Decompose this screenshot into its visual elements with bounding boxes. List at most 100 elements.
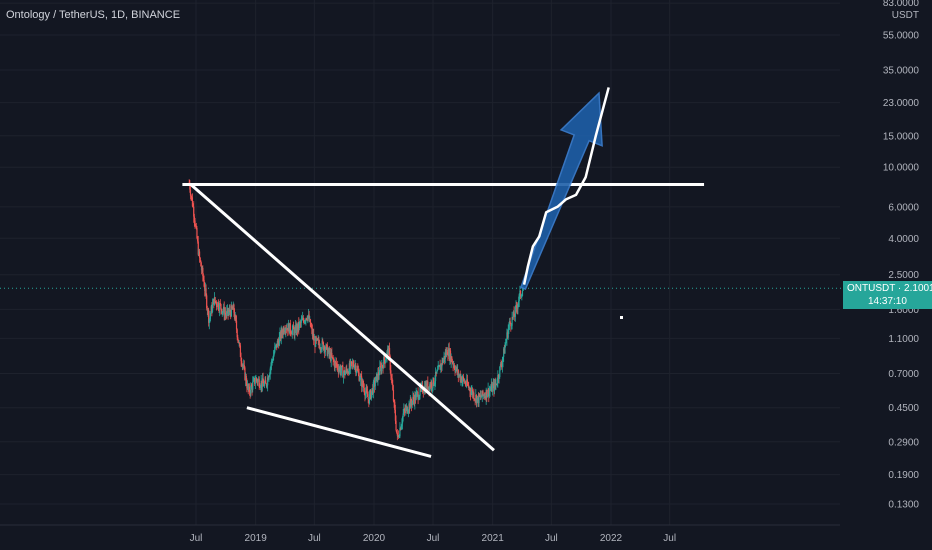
candle-body: [280, 332, 282, 339]
candle-body: [340, 370, 342, 373]
candle-body: [447, 348, 450, 356]
candle-body: [465, 384, 467, 386]
candle-body: [249, 392, 251, 394]
candle-body: [467, 384, 469, 386]
candle-body: [404, 410, 406, 412]
candle-body: [403, 409, 406, 411]
candle-body: [502, 356, 504, 362]
candle-body: [346, 368, 348, 371]
candle-body: [484, 395, 486, 397]
price-tick-label: 0.4500: [888, 403, 919, 414]
candle-body: [211, 303, 214, 312]
candle-body: [366, 389, 368, 393]
candle-body: [277, 341, 279, 342]
candle-body: [384, 360, 386, 363]
candle-body: [456, 367, 458, 373]
candle-body: [443, 356, 445, 360]
candle-body: [334, 361, 336, 368]
time-tick-label: Jul: [190, 533, 203, 544]
candle-body: [453, 365, 456, 369]
candle-body: [319, 348, 321, 350]
candle-body: [390, 370, 392, 376]
candle-body: [397, 435, 399, 437]
candle-body: [471, 389, 474, 396]
candle-body: [318, 344, 321, 349]
time-tick-label: 2019: [245, 533, 268, 544]
candle-body: [193, 206, 195, 217]
candle-body: [324, 349, 326, 352]
candle-body: [307, 315, 309, 320]
candle-body: [345, 368, 347, 373]
candle-body: [519, 290, 521, 295]
candle-body: [383, 356, 385, 361]
candle-body: [515, 305, 517, 308]
candle-body: [329, 352, 331, 355]
candle-body: [263, 383, 266, 387]
candle-body: [500, 364, 502, 366]
candle-body: [406, 406, 408, 413]
candle-body: [455, 368, 457, 372]
bar-countdown: 14:37:10: [868, 296, 907, 307]
candle-body: [318, 339, 320, 345]
candle-body: [212, 299, 214, 304]
candle-body: [394, 409, 396, 421]
candle-body: [479, 393, 481, 397]
candle-body: [207, 309, 209, 311]
candle-body: [340, 366, 343, 371]
candle-body: [455, 367, 457, 369]
candle-body: [439, 365, 441, 370]
candle-body: [257, 379, 259, 383]
candle-body: [303, 320, 305, 324]
candle-body: [331, 352, 333, 357]
candle-body: [343, 370, 345, 374]
candle-body: [213, 297, 216, 305]
candle-body: [442, 359, 444, 363]
candle-body: [269, 368, 271, 375]
candle-body: [462, 376, 465, 380]
time-tick-label: Jul: [308, 533, 321, 544]
candle-body: [274, 345, 277, 347]
candle-body: [441, 360, 443, 367]
candle-body: [312, 334, 314, 336]
candle-body: [302, 317, 304, 321]
candle-body: [193, 216, 195, 221]
time-axis[interactable]: Jul 2019 Jul 2020 Jul 2021 Jul 2022 Jul: [0, 524, 840, 544]
candle-body: [433, 377, 435, 385]
candle-body: [434, 371, 437, 381]
candle-body: [481, 396, 483, 398]
candle-body: [482, 390, 484, 395]
last-price-label: ONTUSDT · 2.1001: [847, 283, 932, 294]
candle-body: [468, 385, 470, 388]
candle-body: [341, 366, 343, 367]
candle-body: [405, 407, 407, 412]
candle-body: [296, 325, 299, 331]
candle-body: [335, 361, 337, 363]
candle-body: [221, 311, 223, 313]
candle-body: [398, 436, 400, 438]
candle-body: [196, 228, 198, 239]
candle-body: [512, 316, 514, 318]
candle-body: [267, 377, 269, 386]
candle-body: [233, 312, 236, 319]
candle-body: [497, 375, 500, 379]
candle-body: [445, 352, 447, 355]
candle-body: [416, 392, 418, 394]
candle-body: [460, 377, 462, 381]
price-axis-unit: USDT: [892, 10, 919, 21]
candle-body: [248, 386, 251, 393]
candle-body: [396, 432, 398, 436]
candle-body: [246, 383, 248, 389]
price-axis[interactable]: 55.0000 35.0000 23.0000 15.0000 10.0000 6.000…: [883, 0, 920, 511]
candle-body: [229, 309, 231, 313]
candle-body: [457, 370, 459, 373]
candle-body: [291, 333, 293, 335]
candle-body: [281, 333, 284, 335]
candle-body: [475, 394, 477, 400]
candle-body: [239, 345, 242, 358]
candle-body: [509, 321, 511, 324]
candle-body: [243, 365, 245, 367]
candle-body: [506, 332, 508, 340]
candle-body: [409, 399, 411, 409]
candle-body: [296, 325, 298, 334]
